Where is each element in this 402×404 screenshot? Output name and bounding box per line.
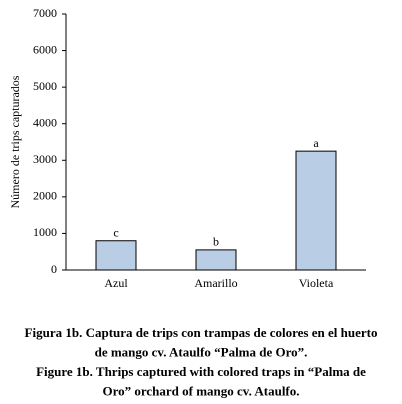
bar (295, 150, 337, 271)
y-tick-label: 5000 (33, 79, 57, 93)
bar-annotation: b (213, 235, 219, 249)
y-axis-label: Número de trips capturados (8, 75, 22, 208)
caption-line: Figura 1b. Captura de trips con trampas … (25, 325, 378, 340)
y-tick-label: 1000 (33, 225, 57, 239)
y-tick-label: 7000 (33, 6, 57, 20)
y-tick-label: 2000 (33, 189, 57, 203)
caption-line: Oro” orchard of mango cv. Ataulfo. (102, 383, 299, 398)
x-tick-label: Violeta (299, 276, 334, 290)
bar (195, 249, 237, 271)
caption-line: de mango cv. Ataulfo “Palma de Oro”. (95, 344, 308, 359)
y-tick-label: 0 (51, 262, 57, 276)
y-tick-label: 3000 (33, 152, 57, 166)
bar-annotation: a (313, 136, 319, 150)
x-tick-label: Azul (104, 276, 128, 290)
y-tick-label: 6000 (33, 42, 57, 56)
caption-line: Figure 1b. Thrips captured with colored … (36, 364, 366, 379)
bar (95, 240, 137, 271)
y-tick-label: 4000 (33, 115, 57, 129)
bar-annotation: c (113, 225, 118, 239)
x-tick-label: Amarillo (194, 276, 237, 290)
